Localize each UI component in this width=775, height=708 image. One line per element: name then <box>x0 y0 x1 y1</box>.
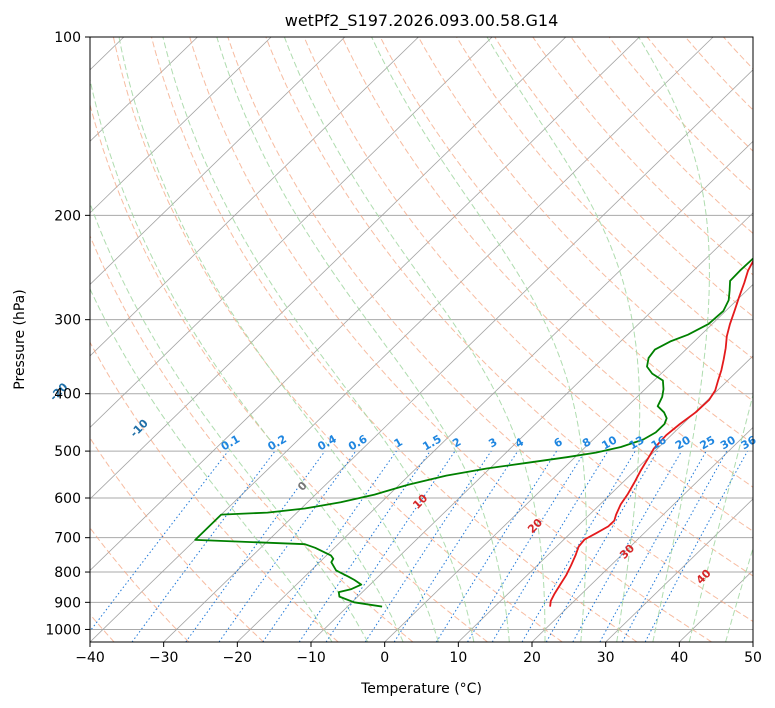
moist-adiabat-line <box>283 37 546 642</box>
moist-adiabat-line <box>118 37 439 642</box>
y-tick-label: 200 <box>54 208 81 224</box>
moist-adiabat-line <box>90 77 404 642</box>
mixing-ratio-line <box>621 450 728 642</box>
x-tick-label: 40 <box>670 650 688 666</box>
y-tick-label: 400 <box>54 387 81 403</box>
x-tick-label: 0 <box>380 650 389 666</box>
dry-adiabat-line <box>227 37 753 622</box>
y-tick-label: 900 <box>54 595 81 611</box>
chart-title: wetPf2_S197.2026.093.00.58.G14 <box>285 11 559 31</box>
dry-adiabat-line <box>151 37 638 642</box>
dry-adiabat-label: -30 <box>0 353 1 376</box>
mixing-ratio-line <box>262 450 397 642</box>
isotherm-gridline <box>90 37 346 285</box>
mixing-ratio-line <box>491 450 609 642</box>
moist-adiabat-line <box>90 287 333 642</box>
temperature-profile-line <box>549 259 753 607</box>
dry-adiabat-line <box>90 437 264 642</box>
dry-adiabat-line <box>303 37 753 532</box>
mixing-ratio-line <box>393 450 519 642</box>
dry-adiabat-line <box>90 102 488 642</box>
x-tick-label: 10 <box>449 650 467 666</box>
dry-adiabat-line <box>112 37 563 642</box>
dry-adiabat-line <box>189 37 712 642</box>
mixing-ratio-line <box>364 450 492 642</box>
mixing-ratio-line <box>218 450 357 642</box>
dry-adiabat-line <box>456 37 753 360</box>
isotherm-gridline <box>90 37 567 500</box>
dry-adiabat-line <box>762 37 775 642</box>
mixing-ratio-line <box>644 450 748 642</box>
isotherm-gridline <box>90 37 198 142</box>
x-tick-label: −20 <box>223 650 253 666</box>
x-tick-label: 50 <box>744 650 762 666</box>
y-tick-label: 300 <box>54 313 81 329</box>
isotherm-gridline <box>384 283 753 642</box>
dry-adiabat-line <box>90 527 190 642</box>
isotherm-gridline <box>90 37 714 642</box>
mixing-ratio-line <box>325 450 456 642</box>
isotherm-gridline <box>458 355 753 642</box>
moist-adiabat-line <box>90 202 369 642</box>
isotherm-gridline <box>531 426 753 642</box>
isotherm-gridline <box>752 641 753 642</box>
moist-adiabat-line <box>216 37 510 642</box>
y-axis-label: Pressure (hPa) <box>12 289 28 389</box>
dry-adiabat-line <box>379 37 753 445</box>
mixing-ratio-line <box>298 450 431 642</box>
mixing-ratio-line <box>185 450 326 642</box>
moist-adiabat-line <box>486 37 641 642</box>
y-tick-label: 500 <box>54 444 81 460</box>
x-tick-label: −40 <box>75 650 105 666</box>
isotherm-gridline <box>90 37 272 214</box>
mixing-ratio-line <box>599 450 707 642</box>
mixing-ratio-line <box>131 450 276 642</box>
x-tick-label: 20 <box>523 650 541 666</box>
isotherm-gridline <box>90 37 493 428</box>
isotherm-gridline <box>90 37 640 572</box>
dry-adiabat-line <box>265 37 753 577</box>
x-tick-label: −30 <box>149 650 179 666</box>
isotherm-gridline <box>90 37 419 357</box>
dry-adiabat-line <box>90 341 339 642</box>
x-tick-label: −10 <box>296 650 326 666</box>
isotherm-gridline <box>237 140 753 642</box>
plot-area <box>90 37 753 642</box>
grid-layer <box>90 37 775 642</box>
moist-adiabat-line <box>638 37 710 642</box>
y-tick-label: 1000 <box>45 622 81 638</box>
moist-adiabat-line <box>162 37 475 642</box>
dry-adiabat-line <box>90 234 414 642</box>
dewpoint-profile-line <box>194 257 753 608</box>
x-tick-label: 30 <box>597 650 615 666</box>
mixing-ratio-line <box>572 450 683 642</box>
mixing-ratio-line <box>467 450 586 642</box>
y-tick-label: 600 <box>54 491 81 507</box>
y-tick-label: 800 <box>54 565 81 581</box>
isotherm-gridline <box>163 69 753 642</box>
dry-adiabat-line <box>417 37 753 402</box>
isotherm-gridline <box>605 498 753 642</box>
axis-layer: −40 −30 −20 −10 0 10 20 30 40 50 100 200 300 400 500 60… <box>45 30 762 666</box>
y-tick-label: 100 <box>54 30 81 46</box>
x-axis-label: Temperature (°C) <box>360 681 482 697</box>
y-tick-label: 700 <box>54 531 81 547</box>
plot-frame <box>89 36 754 643</box>
data-layer <box>194 257 753 608</box>
